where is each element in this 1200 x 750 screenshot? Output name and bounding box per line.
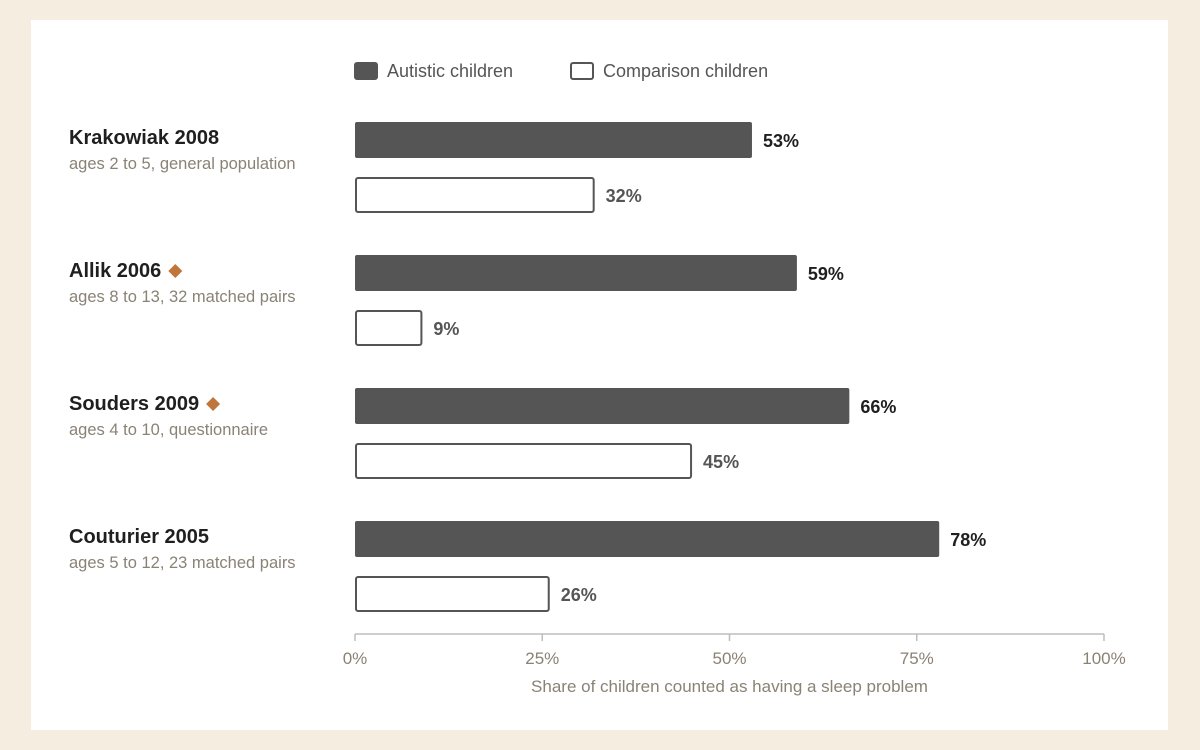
bar-autistic — [355, 521, 940, 557]
x-tick-label: 0% — [343, 649, 368, 668]
diamond-marker-icon — [168, 264, 183, 278]
bar-comparison — [355, 576, 550, 612]
value-label: 59% — [808, 264, 844, 284]
study-description: ages 5 to 12, 23 matched pairs — [69, 554, 296, 572]
study-name: Couturier 2005 — [69, 526, 209, 548]
study-description: ages 2 to 5, general population — [69, 155, 296, 173]
value-label: 9% — [433, 319, 459, 339]
study-name: Allik 2006 — [69, 260, 161, 282]
bar-comparison — [355, 443, 693, 479]
bar-autistic — [355, 122, 752, 158]
value-label: 45% — [703, 452, 739, 472]
x-tick-label: 25% — [525, 649, 559, 668]
study-name: Souders 2009 — [69, 393, 199, 415]
diamond-marker-icon — [206, 397, 221, 411]
study-name: Krakowiak 2008 — [69, 127, 219, 149]
value-label: 32% — [606, 186, 642, 206]
legend-swatch-autistic — [354, 62, 378, 80]
x-tick-label: 75% — [900, 649, 934, 668]
value-label: 66% — [860, 397, 896, 417]
value-label: 78% — [950, 530, 986, 550]
legend-swatch-comparison — [570, 62, 594, 80]
value-label: 53% — [763, 131, 799, 151]
bar-chart: Autistic children Comparison children Krak… — [69, 61, 1126, 696]
bar-autistic — [355, 255, 797, 291]
x-axis-title: Share of children counted as having a sl… — [531, 677, 928, 696]
x-tick-label: 50% — [712, 649, 746, 668]
value-label: 26% — [561, 585, 597, 605]
bar-autistic — [355, 388, 850, 424]
legend-label-autistic: Autistic children — [387, 61, 513, 81]
bar-comparison — [355, 177, 595, 213]
legend-label-comparison: Comparison children — [603, 61, 768, 81]
study-description: ages 4 to 10, questionnaire — [69, 421, 268, 439]
x-tick-label: 100% — [1082, 649, 1125, 668]
bar-comparison — [355, 310, 423, 346]
study-description: ages 8 to 13, 32 matched pairs — [69, 288, 296, 306]
chart-card: Autistic children Comparison children Krak… — [31, 20, 1168, 730]
